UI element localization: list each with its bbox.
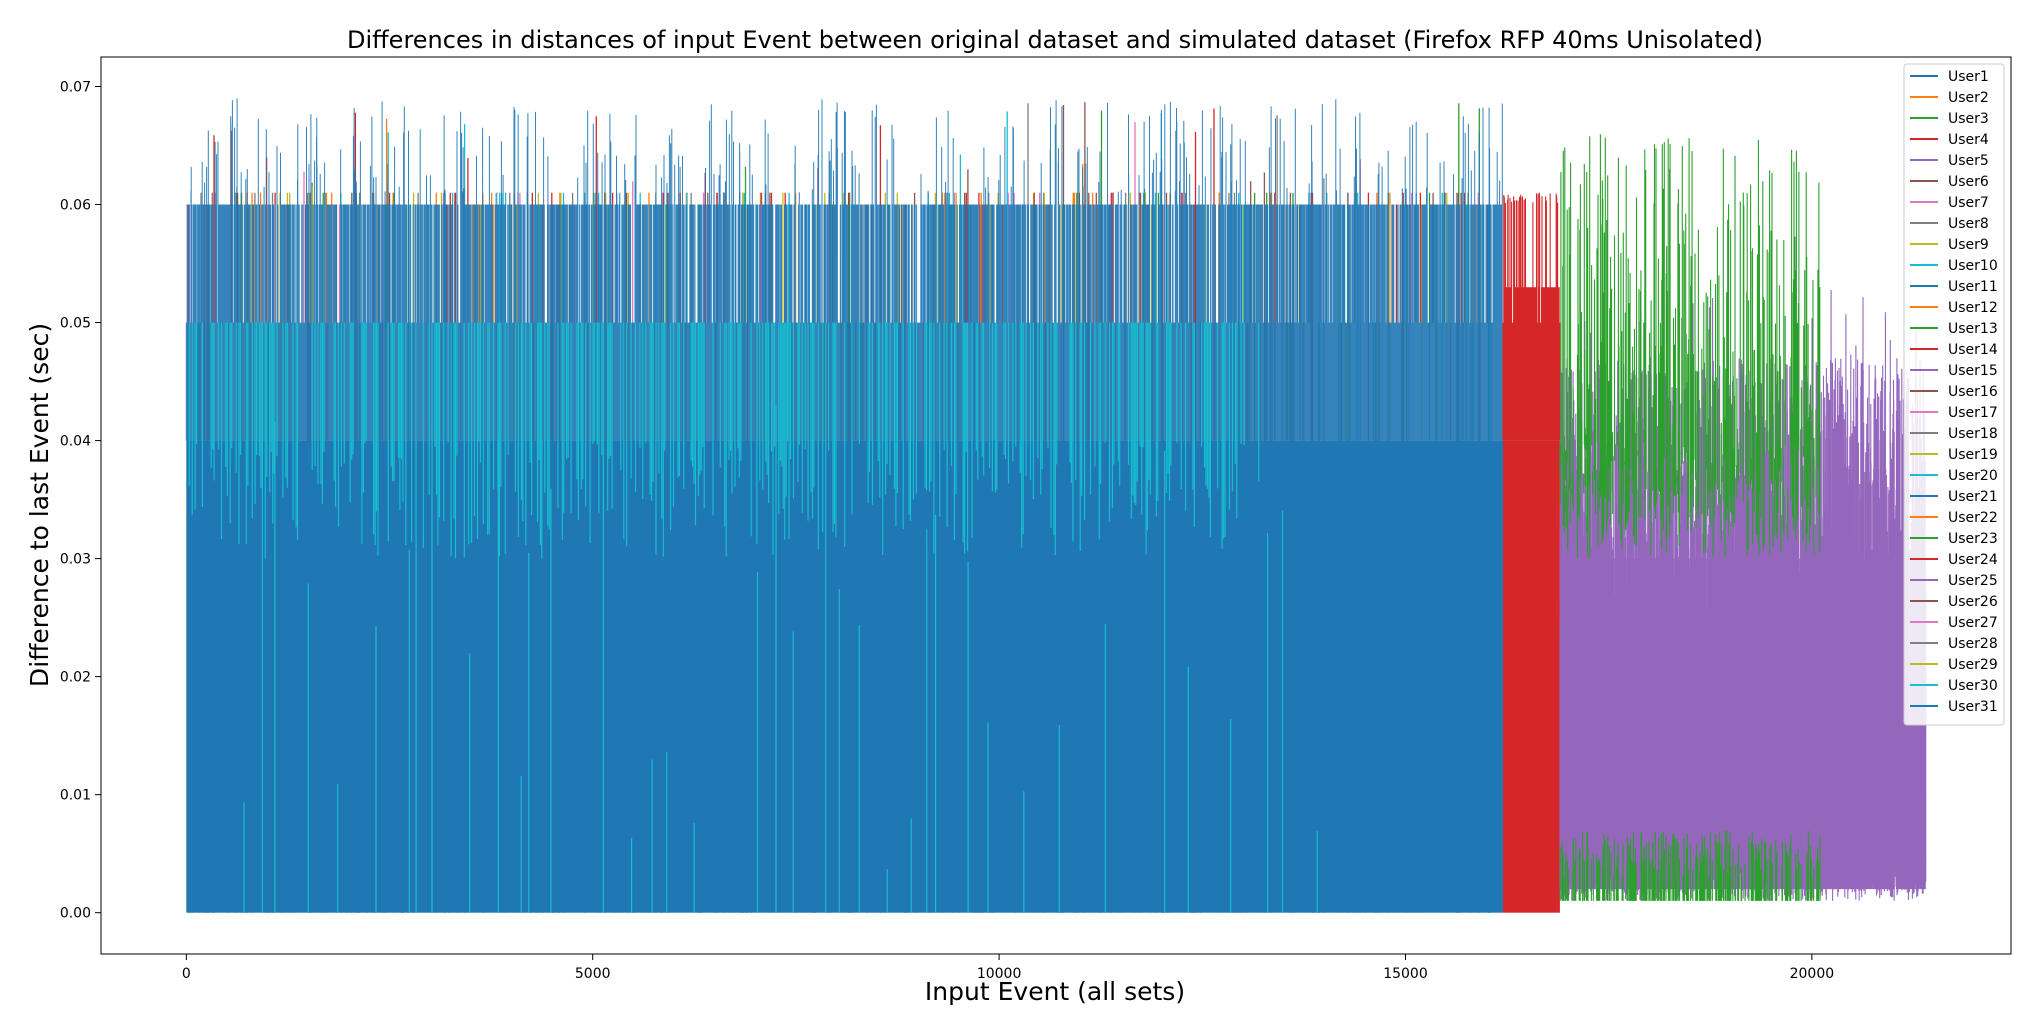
y-axis: 0.00 0.01 0.02 0.03 0.04 0.05 0.06 0.07 [60, 80, 101, 922]
x-tick-label: 10000 [977, 966, 1022, 982]
legend-label: User26 [1948, 594, 1998, 610]
x-tick-label: 20000 [1790, 966, 1835, 982]
legend-label: User7 [1948, 195, 1989, 211]
x-axis-label: Input Event (all sets) [925, 977, 1185, 1006]
series-area-user5 [1559, 558, 1926, 866]
legend-label: User13 [1948, 321, 1998, 337]
x-axis: 0 5000 10000 15000 20000 [182, 954, 1834, 982]
axes-frame [100, 56, 2012, 955]
plot-area [185, 98, 1927, 913]
legend-label: User10 [1948, 258, 1998, 274]
y-tick-label: 0.00 [60, 906, 91, 922]
legend-label: User22 [1948, 510, 1998, 526]
legend-label: User23 [1948, 531, 1998, 547]
y-tick-label: 0.06 [60, 198, 91, 214]
legend-label: User9 [1948, 237, 1989, 253]
y-tick-label: 0.05 [60, 316, 91, 332]
legend-label: User30 [1948, 678, 1998, 694]
legend-label: User4 [1948, 132, 1989, 148]
legend-label: User3 [1948, 111, 1989, 127]
legend-label: User17 [1948, 405, 1998, 421]
x-tick-label: 15000 [1383, 966, 1428, 982]
legend-label: User20 [1948, 468, 1998, 484]
legend-label: User6 [1948, 174, 1989, 190]
legend-label: User27 [1948, 615, 1998, 631]
legend-label: User28 [1948, 636, 1998, 652]
y-tick-label: 0.01 [60, 788, 91, 804]
y-axis-label: Difference to last Event (sec) [25, 323, 54, 687]
x-tick-label: 0 [182, 966, 191, 982]
series-line-user10 [188, 322, 1318, 913]
y-tick-label: 0.03 [60, 552, 91, 568]
legend-label: User18 [1948, 426, 1998, 442]
x-tick-label: 5000 [575, 966, 611, 982]
legend-label: User19 [1948, 447, 1998, 463]
chart-title: Differences in distances of input Event … [347, 26, 1763, 54]
legend-label: User14 [1948, 342, 1998, 358]
legend-label: User2 [1948, 90, 1989, 106]
series-line-user3 [1559, 134, 1821, 901]
legend-label: User8 [1948, 216, 1989, 232]
legend-label: User31 [1948, 699, 1998, 715]
legend-label: User5 [1948, 153, 1989, 169]
legend-label: User25 [1948, 573, 1998, 589]
legend-label: User29 [1948, 657, 1998, 673]
legend-label: User24 [1948, 552, 1998, 568]
series-area-user4 [1503, 440, 1560, 913]
legend-label: User15 [1948, 363, 1998, 379]
legend-label: User16 [1948, 384, 1998, 400]
legend-label: User21 [1948, 489, 1998, 505]
y-tick-label: 0.02 [60, 670, 91, 686]
legend-label: User1 [1948, 69, 1989, 85]
legend: User1 User2 User3 User4 User5 User6 User7 User8… [1903, 63, 2005, 726]
legend-label: User11 [1948, 279, 1998, 295]
y-tick-label: 0.07 [60, 80, 91, 96]
series-line-user4 [1502, 192, 1561, 441]
legend-label: User12 [1948, 300, 1998, 316]
y-tick-label: 0.04 [60, 434, 91, 450]
